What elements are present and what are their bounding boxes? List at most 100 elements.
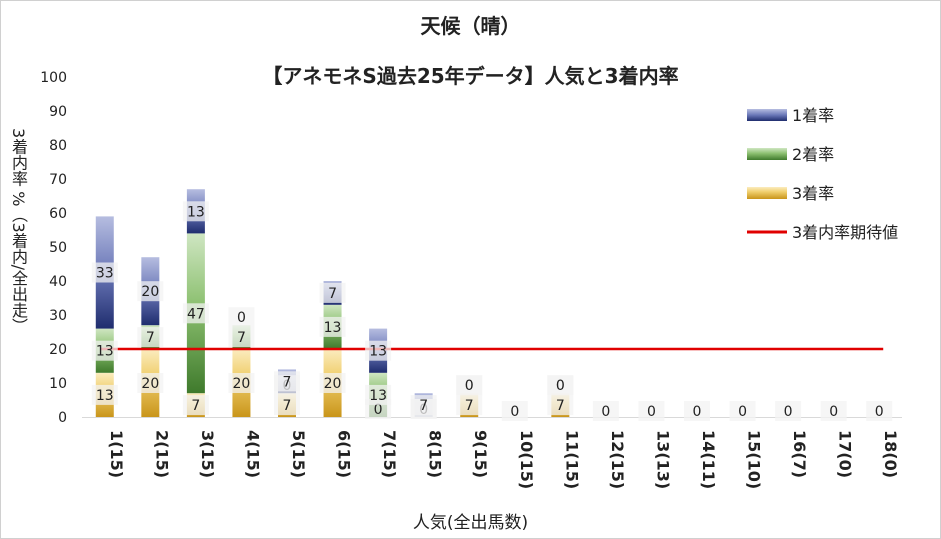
legend-label: 3着内率期待値 [792, 223, 898, 242]
data-label: 7 [283, 374, 292, 390]
x-tick-label: 17(0) [836, 430, 855, 478]
data-label: 7 [146, 330, 155, 346]
data-label-background [365, 384, 392, 405]
chart-title: 天候（晴） [420, 14, 521, 38]
x-tick-label: 15(10) [745, 430, 764, 489]
data-label-background [137, 373, 164, 393]
y-tick-label: 50 [49, 240, 67, 256]
data-label: 13 [96, 388, 114, 404]
data-label-background [684, 401, 710, 421]
data-label: 20 [324, 376, 342, 392]
data-label: 7 [328, 286, 337, 302]
x-tick-label: 8(15) [426, 430, 445, 478]
data-label: 7 [556, 398, 565, 414]
data-label-background [319, 373, 346, 393]
x-tick-label: 3(15) [198, 430, 217, 478]
y-tick-label: 40 [49, 274, 67, 290]
data-label-background [319, 282, 346, 303]
x-tick-label: 10(15) [517, 430, 536, 489]
x-tick-label: 1(15) [107, 430, 126, 478]
data-label: 0 [738, 404, 747, 420]
data-label: 0 [465, 378, 474, 394]
x-tick-label: 7(15) [380, 430, 399, 478]
legend-swatch [747, 187, 787, 199]
data-label: 0 [601, 404, 610, 420]
chart-subtitle: 【アネモネS過去25年データ】人気と3着内率 [262, 64, 679, 88]
data-label: 0 [374, 402, 383, 418]
data-label-background [501, 401, 528, 421]
legend-label: 1着率 [792, 106, 834, 125]
data-label: 20 [141, 284, 159, 300]
data-label: 0 [875, 404, 884, 420]
data-label: 0 [647, 404, 656, 420]
y-tick-label: 80 [49, 138, 67, 154]
data-label-background [228, 373, 255, 393]
x-tick-label: 16(7) [790, 430, 809, 478]
data-label-background [456, 375, 483, 396]
data-label-background [547, 395, 574, 416]
data-label: 13 [369, 344, 387, 360]
y-tick-label: 70 [49, 172, 67, 188]
data-label: 7 [283, 398, 292, 414]
y-tick-label: 90 [49, 104, 67, 120]
data-label: 7 [191, 398, 200, 414]
legend-label: 2着率 [792, 145, 834, 164]
y-tick-label: 60 [49, 206, 67, 222]
data-label-background [820, 401, 847, 421]
x-tick-label: 2(15) [152, 430, 171, 478]
data-label: 33 [96, 266, 114, 282]
x-tick-label: 4(15) [243, 430, 262, 478]
data-label-background [182, 303, 209, 324]
data-label-background [274, 395, 300, 416]
x-tick-label: 6(15) [335, 430, 354, 478]
y-tick-label: 0 [58, 410, 67, 426]
y-tick-label: 100 [40, 70, 67, 86]
y-axis-label: 3着内率 %（3着内/全出走） [9, 128, 28, 335]
data-label-background [182, 395, 209, 416]
data-label: 0 [237, 310, 246, 326]
data-label-background [91, 340, 118, 361]
data-label-background [137, 281, 164, 302]
data-label: 20 [141, 376, 159, 392]
data-label-background [456, 395, 483, 416]
x-tick-label: 12(15) [608, 430, 627, 489]
data-label-background [228, 307, 255, 328]
data-label: 0 [784, 404, 793, 420]
legend-label: 3着率 [792, 184, 834, 203]
data-label: 13 [324, 320, 342, 336]
data-label-background [775, 401, 802, 421]
data-label-background [365, 340, 392, 361]
x-tick-label: 14(11) [699, 430, 718, 489]
data-label: 0 [693, 404, 702, 420]
x-tick-label: 13(13) [653, 430, 672, 489]
x-tick-label: 5(15) [289, 430, 308, 478]
data-label-background [274, 371, 300, 392]
y-tick-label: 10 [49, 376, 67, 392]
data-label: 7 [237, 330, 246, 346]
data-label-background [137, 327, 164, 348]
data-label-background [91, 262, 118, 283]
data-label: 13 [369, 388, 387, 404]
data-label: 7 [465, 398, 474, 414]
data-label: 13 [187, 204, 205, 220]
y-tick-label: 30 [49, 308, 67, 324]
data-label-background [410, 395, 437, 416]
data-label-background [638, 401, 665, 421]
x-tick-label: 18(0) [881, 430, 900, 478]
data-label: 20 [233, 376, 251, 392]
data-label: 0 [829, 404, 838, 420]
x-axis-label: 人気(全出馬数) [412, 513, 529, 533]
x-tick-label: 11(15) [562, 430, 581, 489]
data-label: 0 [510, 404, 519, 420]
data-label-background [866, 401, 893, 421]
data-label-background [729, 401, 756, 421]
data-label-background [182, 201, 209, 222]
data-label: 7 [419, 398, 428, 414]
data-label: 47 [187, 306, 205, 322]
x-tick-label: 9(15) [471, 430, 490, 478]
data-label-background [91, 384, 118, 405]
data-label-background [592, 401, 619, 421]
data-label: 13 [96, 344, 114, 360]
data-label-background [319, 316, 346, 337]
